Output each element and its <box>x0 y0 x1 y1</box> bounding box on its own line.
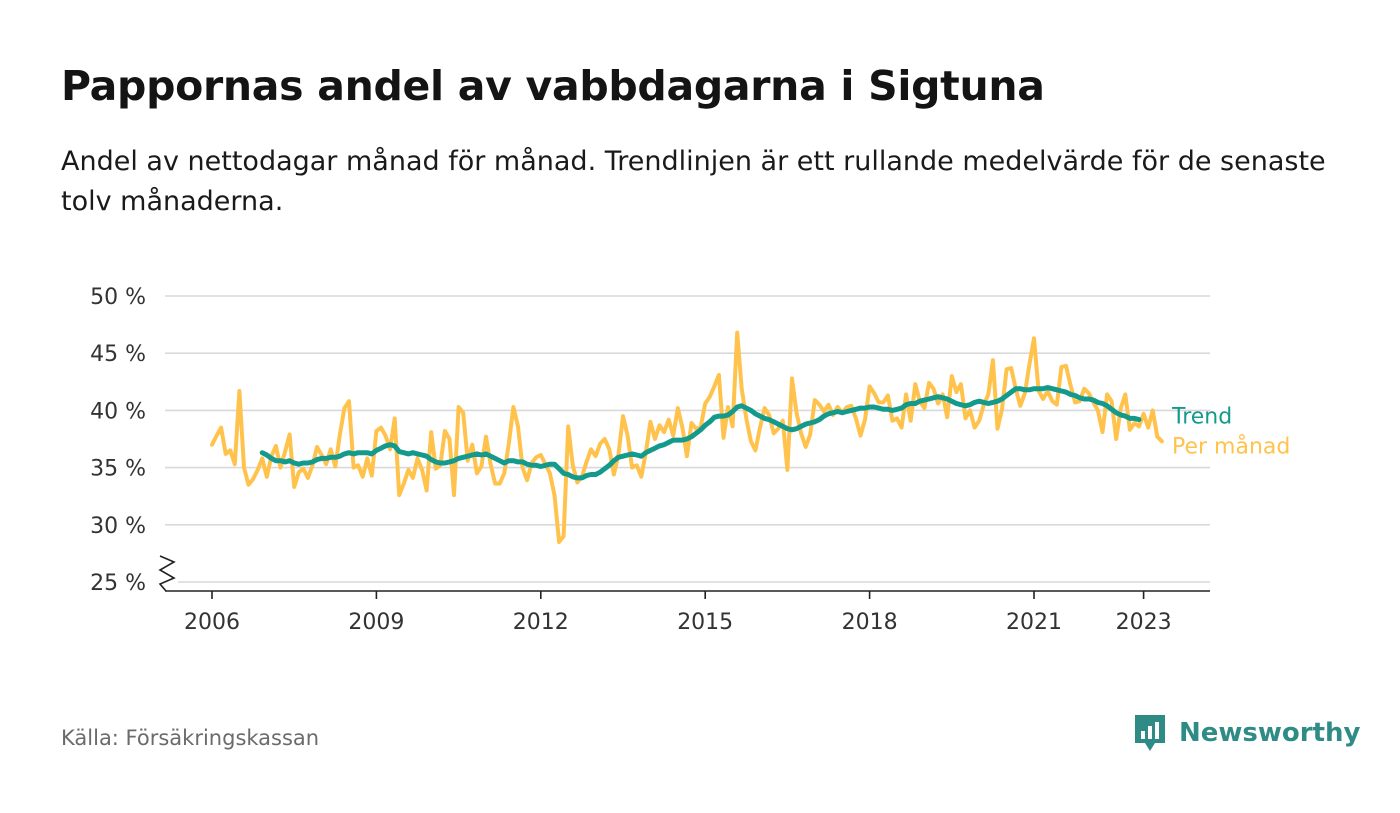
y-tick-label: 35 % <box>90 457 146 482</box>
y-tick-label: 45 % <box>90 342 146 367</box>
x-axis <box>158 555 1210 599</box>
x-tick-label: 2012 <box>513 610 569 635</box>
x-tick-label: 2009 <box>348 610 404 635</box>
line-chart: 25 % 30 % 35 % 40 % 45 % 50 % 2006 2009 2012 201… <box>90 285 1290 635</box>
series-lines <box>210 330 1164 544</box>
trend-series-line <box>259 385 1142 481</box>
series-labels: Per månad Trend <box>1171 405 1290 460</box>
x-tick-label: 2006 <box>184 610 240 635</box>
x-tick-label: 2023 <box>1116 610 1172 635</box>
trend-series-label: Trend <box>1171 405 1232 430</box>
y-tick-label: 40 % <box>90 399 146 424</box>
brand-name: Newsworthy <box>1179 718 1361 748</box>
x-tick-label: 2018 <box>842 610 898 635</box>
x-tick-label: 2021 <box>1006 610 1062 635</box>
y-axis-tick-labels: 25 % 30 % 35 % 40 % 45 % 50 % <box>90 285 146 596</box>
y-axis-break-icon <box>158 555 176 592</box>
y-tick-label: 30 % <box>90 514 146 539</box>
monthly-series-label: Per månad <box>1172 433 1290 459</box>
y-tick-label: 50 % <box>90 285 146 310</box>
newsworthy-logo-icon <box>1135 715 1165 751</box>
brand-logo[interactable]: Newsworthy <box>1133 713 1360 753</box>
chart-title: Pappornas andel av vabbdagarna i Sigtuna <box>61 62 1045 110</box>
x-axis-tick-labels: 2006 2009 2012 2015 2018 2021 2023 <box>184 610 1172 635</box>
x-tick-label: 2015 <box>677 610 733 635</box>
y-tick-label: 25 % <box>90 571 146 596</box>
source-note: Källa: Försäkringskassan <box>61 726 320 750</box>
chart-subtitle: Andel av nettodagar månad för månad. Tre… <box>61 146 1326 217</box>
